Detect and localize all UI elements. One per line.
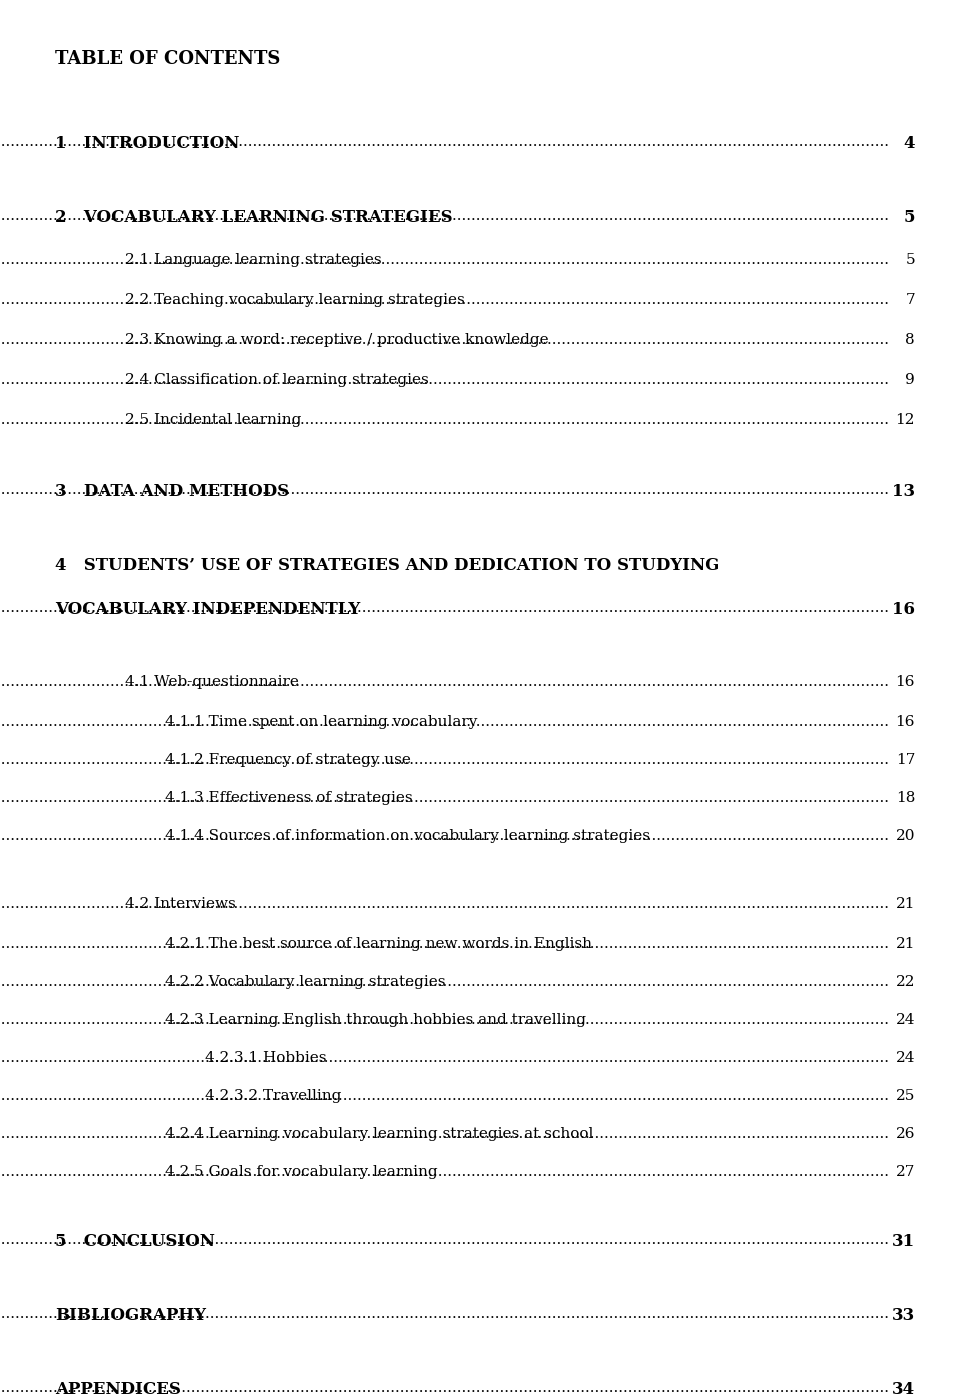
Text: 4.2.3.2 Travelling: 4.2.3.2 Travelling (205, 1090, 342, 1104)
Text: 16: 16 (896, 715, 915, 729)
Text: 4.1.4 Sources of information on vocabulary learning strategies: 4.1.4 Sources of information on vocabula… (165, 828, 650, 842)
Text: 4.2.1 The best source of learning new words in English: 4.2.1 The best source of learning new wo… (165, 937, 592, 951)
Text: ................................................................................: ........................................… (0, 897, 890, 911)
Text: 5: 5 (905, 253, 915, 267)
Text: 4: 4 (903, 136, 915, 152)
Text: 20: 20 (896, 828, 915, 842)
Text: ................................................................................: ........................................… (0, 1234, 890, 1248)
Text: ................................................................................: ........................................… (0, 293, 890, 307)
Text: 4.1.2 Frequency of strategy use: 4.1.2 Frequency of strategy use (165, 753, 411, 767)
Text: 2.5 Incidental learning: 2.5 Incidental learning (125, 414, 301, 427)
Text: ................................................................................: ........................................… (0, 1013, 890, 1027)
Text: 26: 26 (896, 1127, 915, 1141)
Text: 4.1.1 Time spent on learning vocabulary: 4.1.1 Time spent on learning vocabulary (165, 715, 477, 729)
Text: ................................................................................: ........................................… (0, 601, 890, 615)
Text: 8: 8 (905, 332, 915, 346)
Text: 21: 21 (896, 937, 915, 951)
Text: 3   DATA AND METHODS: 3 DATA AND METHODS (55, 483, 289, 500)
Text: ................................................................................: ........................................… (0, 414, 890, 427)
Text: 22: 22 (896, 975, 915, 989)
Text: ................................................................................: ........................................… (0, 1051, 890, 1065)
Text: 4.2 Interviews: 4.2 Interviews (125, 897, 236, 911)
Text: 2.2 Teaching vocabulary learning strategies: 2.2 Teaching vocabulary learning strateg… (125, 293, 465, 307)
Text: 5   CONCLUSION: 5 CONCLUSION (55, 1234, 215, 1250)
Text: TABLE OF CONTENTS: TABLE OF CONTENTS (55, 50, 280, 68)
Text: 34: 34 (892, 1382, 915, 1397)
Text: 17: 17 (896, 753, 915, 767)
Text: 2.4 Classification of learning strategies: 2.4 Classification of learning strategie… (125, 373, 429, 387)
Text: 2.1 Language learning strategies: 2.1 Language learning strategies (125, 253, 382, 267)
Text: ................................................................................: ........................................… (0, 1308, 890, 1322)
Text: ................................................................................: ........................................… (0, 753, 890, 767)
Text: ................................................................................: ........................................… (0, 937, 890, 951)
Text: 4.2.5 Goals for vocabulary learning: 4.2.5 Goals for vocabulary learning (165, 1165, 438, 1179)
Text: 16: 16 (892, 601, 915, 617)
Text: ................................................................................: ........................................… (0, 253, 890, 267)
Text: ................................................................................: ........................................… (0, 210, 890, 224)
Text: 13: 13 (892, 483, 915, 500)
Text: 16: 16 (896, 675, 915, 689)
Text: ................................................................................: ........................................… (0, 1127, 890, 1141)
Text: 4.2.2 Vocabulary learning strategies: 4.2.2 Vocabulary learning strategies (165, 975, 445, 989)
Text: 5: 5 (903, 210, 915, 226)
Text: 2   VOCABULARY LEARNING STRATEGIES: 2 VOCABULARY LEARNING STRATEGIES (55, 210, 452, 226)
Text: VOCABULARY INDEPENDENTLY: VOCABULARY INDEPENDENTLY (55, 601, 360, 617)
Text: 2.3 Knowing a word: receptive / productive knowledge: 2.3 Knowing a word: receptive / producti… (125, 332, 548, 346)
Text: 33: 33 (892, 1308, 915, 1324)
Text: 4   STUDENTS’ USE OF STRATEGIES AND DEDICATION TO STUDYING: 4 STUDENTS’ USE OF STRATEGIES AND DEDICA… (55, 557, 719, 574)
Text: 31: 31 (892, 1234, 915, 1250)
Text: 9: 9 (905, 373, 915, 387)
Text: 18: 18 (896, 791, 915, 805)
Text: 4.2.3 Learning English through hobbies and travelling: 4.2.3 Learning English through hobbies a… (165, 1013, 586, 1027)
Text: 4.2.3.1 Hobbies: 4.2.3.1 Hobbies (205, 1051, 326, 1065)
Text: 7: 7 (905, 293, 915, 307)
Text: 24: 24 (896, 1051, 915, 1065)
Text: ................................................................................: ........................................… (0, 373, 890, 387)
Text: ................................................................................: ........................................… (0, 975, 890, 989)
Text: 12: 12 (896, 414, 915, 427)
Text: ................................................................................: ........................................… (0, 791, 890, 805)
Text: 4.2.4 Learning vocabulary learning strategies at school: 4.2.4 Learning vocabulary learning strat… (165, 1127, 593, 1141)
Text: 27: 27 (896, 1165, 915, 1179)
Text: ................................................................................: ........................................… (0, 1165, 890, 1179)
Text: ................................................................................: ........................................… (0, 1090, 890, 1104)
Text: ................................................................................: ........................................… (0, 675, 890, 689)
Text: 4.1.3 Effectiveness of strategies: 4.1.3 Effectiveness of strategies (165, 791, 413, 805)
Text: ................................................................................: ........................................… (0, 483, 890, 497)
Text: BIBLIOGRAPHY: BIBLIOGRAPHY (55, 1308, 206, 1324)
Text: 1   INTRODUCTION: 1 INTRODUCTION (55, 136, 239, 152)
Text: ................................................................................: ........................................… (0, 136, 890, 149)
Text: APPENDICES: APPENDICES (55, 1382, 180, 1397)
Text: 4.1 Web-questionnaire: 4.1 Web-questionnaire (125, 675, 299, 689)
Text: ................................................................................: ........................................… (0, 332, 890, 346)
Text: 24: 24 (896, 1013, 915, 1027)
Text: ................................................................................: ........................................… (0, 828, 890, 842)
Text: 25: 25 (896, 1090, 915, 1104)
Text: ................................................................................: ........................................… (0, 715, 890, 729)
Text: ................................................................................: ........................................… (0, 1382, 890, 1396)
Text: 21: 21 (896, 897, 915, 911)
